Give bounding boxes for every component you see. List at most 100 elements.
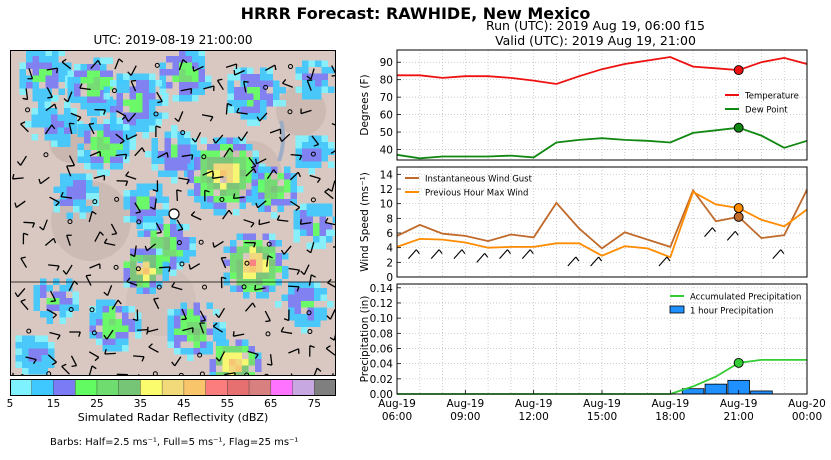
reflectivity-cell [156,255,163,262]
wind-barb [247,350,259,356]
reflectivity-cell [48,348,55,355]
calm-wind-marker [201,154,207,160]
reflectivity-cell [179,51,186,56]
reflectivity-cell [167,322,174,329]
wind-barb [259,112,268,122]
wind-barb-flag [171,361,176,367]
reflectivity-cell [307,294,314,301]
reflectivity-cell [122,319,129,326]
reflectivity-cell [176,263,183,270]
wind-barb [90,59,99,69]
reflectivity-cell [44,108,51,115]
reflectivity-cell [79,180,86,187]
reflectivity-cell [57,140,64,147]
reflectivity-cell [249,266,256,273]
wind-barb [269,128,281,134]
reflectivity-cell [194,163,201,170]
reflectivity-cell [246,163,253,170]
reflectivity-cell [295,135,302,142]
reflectivity-cell [45,82,52,89]
reflectivity-cell [271,199,278,206]
wind-barb [79,87,91,91]
reflectivity-cell [96,319,103,326]
reflectivity-cell [96,338,103,345]
wind-barb-flag [156,231,162,234]
reflectivity-cell [262,253,269,260]
wind-barb [116,110,127,117]
reflectivity-cell [110,124,117,131]
wind-barb [288,285,300,288]
wind-barb-flag [276,215,281,221]
reflectivity-cell [247,93,254,100]
reflectivity-cell [41,361,48,368]
reflectivity-cell [205,82,212,89]
reflectivity-cell [301,320,308,327]
reflectivity-cell [302,148,309,155]
reflectivity-cell [227,93,234,100]
reflectivity-cell [143,248,150,255]
reflectivity-cell [172,62,179,69]
timeseries-wind-barb [430,249,440,260]
wind-barb-flag [212,138,217,144]
wind-barb-flag [250,165,256,169]
reflectivity-cell [171,131,178,138]
reflectivity-cell [275,301,282,308]
reflectivity-cell [167,309,174,316]
reflectivity-cell [249,246,256,253]
reflectivity-cell [198,62,205,69]
reflectivity-cell [251,179,258,186]
reflectivity-cell [150,243,157,250]
reflectivity-cell [236,259,243,266]
reflectivity-cell [74,83,81,90]
reflectivity-cell [277,186,284,193]
reflectivity-cell [248,359,255,366]
reflectivity-cell [200,348,207,355]
reflectivity-cell [170,230,177,237]
reflectivity-cell [77,143,84,150]
reflectivity-cell [233,176,240,183]
calm-wind-marker [178,372,184,375]
reflectivity-cell [64,134,71,141]
reflectivity-cell [235,352,242,359]
reflectivity-cell [185,82,192,89]
timeseries-wind-barb [453,249,463,260]
reflectivity-cell [129,93,136,100]
reflectivity-cell [66,186,73,193]
colorbar-tick-label: 55 [220,398,235,410]
reflectivity-cell [174,315,181,322]
y-tick-label: 90 [380,57,393,69]
reflectivity-cell [102,332,109,339]
wind-barb [245,167,255,177]
reflectivity-cell [90,117,97,124]
wind-barb [300,221,312,225]
wind-barb-flag [91,365,97,370]
wind-barb [303,264,310,275]
wind-barb [266,255,269,267]
reflectivity-cell [45,56,52,63]
reflectivity-cell [110,106,117,113]
reflectivity-cell [77,156,84,163]
reflectivity-cell [200,202,207,209]
reflectivity-cell [40,291,47,298]
reflectivity-cell [273,93,280,100]
reflectivity-cell [301,327,308,334]
reflectivity-cell [194,176,201,183]
reflectivity-cell [57,127,64,134]
calm-wind-marker [241,284,247,290]
reflectivity-cell [84,156,91,163]
wind-barb-flag [91,210,97,215]
reflectivity-cell [174,309,181,316]
reflectivity-cell [183,224,190,231]
reflectivity-cell [233,183,240,190]
reflectivity-cell [300,223,307,230]
timeseries-wind-barb-flag [461,249,466,254]
reflectivity-cell [213,163,220,170]
reflectivity-cell [306,210,313,217]
calm-wind-marker [153,111,159,117]
reflectivity-cell [247,74,254,81]
reflectivity-cell [102,312,109,319]
reflectivity-cell [194,157,201,164]
reflectivity-cell [247,100,254,107]
wind-barb-flag [124,154,128,160]
reflectivity-cell [179,95,186,102]
